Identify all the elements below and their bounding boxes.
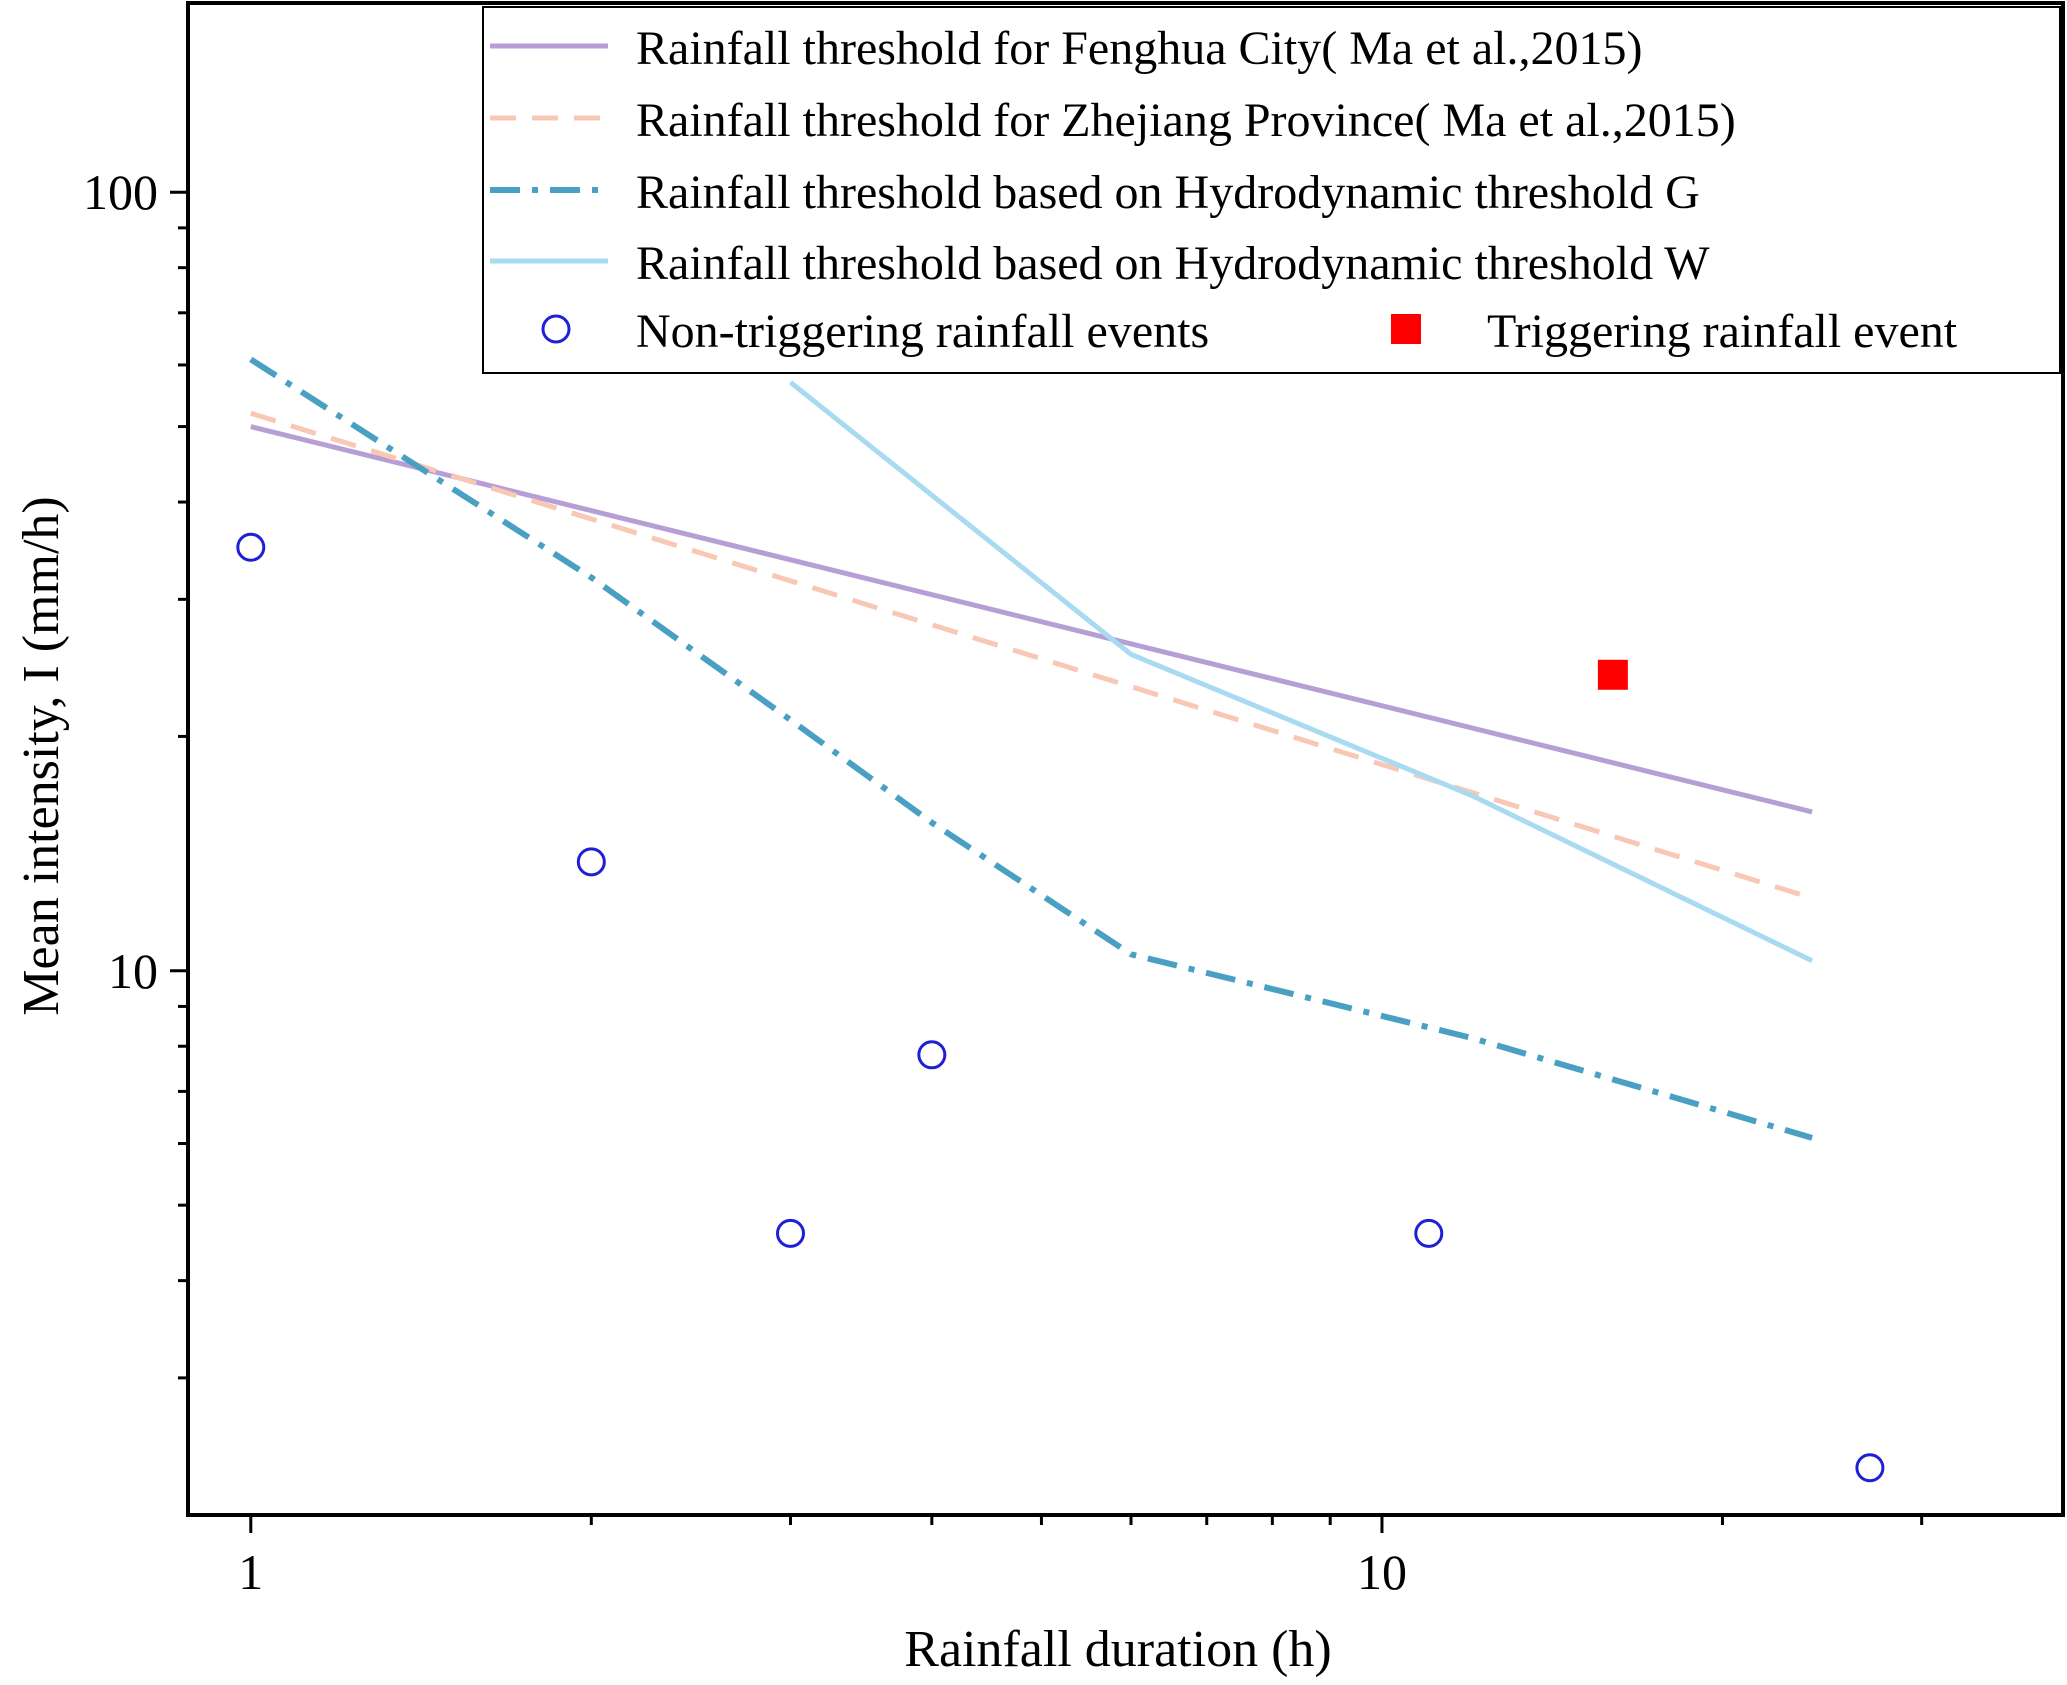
- x-tick-label: 1: [238, 1544, 263, 1600]
- triggering-point: [1597, 659, 1628, 690]
- x-tick-label: 10: [1357, 1544, 1407, 1600]
- non-triggering-point: [576, 847, 606, 877]
- non-triggering-point: [1414, 1218, 1444, 1248]
- non-triggering-point: [917, 1040, 947, 1070]
- series-line-fenghua: [250, 424, 1813, 815]
- legend: Rainfall threshold for Fenghua City( Ma …: [482, 6, 2061, 374]
- non-triggering-point: [236, 532, 266, 562]
- non-triggering-point: [776, 1218, 806, 1248]
- axis-ticks: 1 10 10 100: [83, 164, 1924, 1600]
- non-triggering-point: [1855, 1453, 1885, 1483]
- legend-frame: [482, 6, 2061, 374]
- plot-area: [186, 1, 2065, 1517]
- plot-frame: [186, 1, 2065, 1517]
- legend-label-fenghua: Rainfall threshold for Fenghua City( Ma …: [636, 22, 1642, 75]
- legend-label-hydro-g: Rainfall threshold based on Hydrodynamic…: [636, 166, 1700, 219]
- legend-marker-non-triggering: [541, 314, 571, 344]
- legend-label-hydro-w: Rainfall threshold based on Hydrodynamic…: [636, 237, 1710, 290]
- series-line-hydro-g: [249, 356, 1813, 1141]
- x-axis-title: Rainfall duration (h): [904, 1621, 1331, 1678]
- y-tick-label: 10: [108, 943, 158, 999]
- legend-label-non-triggering: Non-triggering rainfall events: [636, 305, 1209, 358]
- y-tick-label: 100: [83, 164, 158, 220]
- series-line-zhejiang: [250, 410, 1813, 901]
- legend-marker-triggering: [1391, 314, 1421, 344]
- legend-label-zhejiang: Rainfall threshold for Zhejiang Province…: [636, 94, 1736, 147]
- legend-label-triggering: Triggering rainfall event: [1487, 305, 1958, 358]
- series-layer: [249, 356, 1814, 1141]
- y-axis-title: Mean intensity, I (mm/h): [13, 496, 70, 1015]
- series-line-hydro-w: [788, 380, 1814, 964]
- markers-layer: [236, 532, 1885, 1483]
